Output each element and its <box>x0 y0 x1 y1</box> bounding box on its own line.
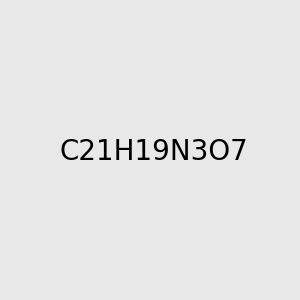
Text: C21H19N3O7: C21H19N3O7 <box>59 137 248 166</box>
